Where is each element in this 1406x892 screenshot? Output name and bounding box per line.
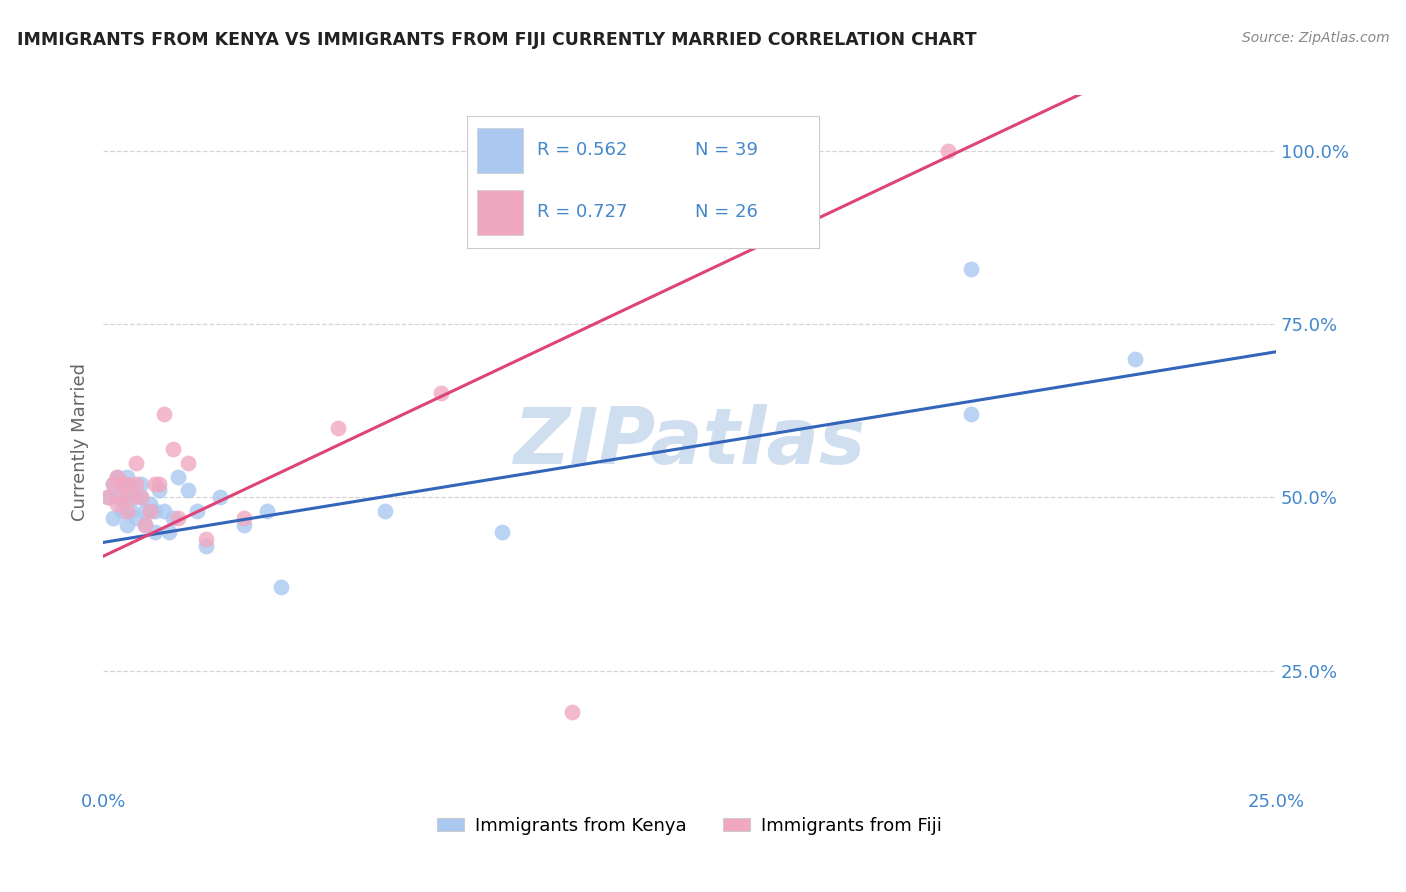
Point xyxy=(143,524,166,539)
Point xyxy=(960,261,983,276)
Point xyxy=(936,144,959,158)
Point xyxy=(101,476,124,491)
Point xyxy=(97,491,120,505)
Point xyxy=(176,483,198,498)
Point xyxy=(157,524,180,539)
Point xyxy=(176,456,198,470)
Point xyxy=(162,442,184,456)
Point xyxy=(120,491,142,505)
Point xyxy=(134,518,156,533)
Point xyxy=(139,504,162,518)
Point xyxy=(120,504,142,518)
Point xyxy=(430,386,453,401)
Point xyxy=(195,532,218,546)
Point xyxy=(129,491,152,505)
Point xyxy=(105,497,128,511)
Point xyxy=(120,483,142,498)
Point xyxy=(111,491,134,505)
Point xyxy=(105,491,128,505)
Point xyxy=(115,469,138,483)
Point xyxy=(153,407,176,421)
Point xyxy=(111,504,134,518)
Point xyxy=(209,491,232,505)
Point xyxy=(561,706,583,720)
Point xyxy=(491,524,513,539)
Point xyxy=(115,518,138,533)
Point xyxy=(101,511,124,525)
Point xyxy=(1123,351,1146,366)
Point xyxy=(125,456,148,470)
Point xyxy=(129,476,152,491)
Point xyxy=(139,497,162,511)
Text: Source: ZipAtlas.com: Source: ZipAtlas.com xyxy=(1241,31,1389,45)
Point xyxy=(143,476,166,491)
Point xyxy=(115,491,138,505)
Point xyxy=(374,504,396,518)
Point xyxy=(232,511,254,525)
Point xyxy=(111,476,134,491)
Point xyxy=(167,511,190,525)
Point xyxy=(232,518,254,533)
Point xyxy=(256,504,278,518)
Point xyxy=(134,504,156,518)
Point xyxy=(97,491,120,505)
Point xyxy=(143,504,166,518)
Text: IMMIGRANTS FROM KENYA VS IMMIGRANTS FROM FIJI CURRENTLY MARRIED CORRELATION CHAR: IMMIGRANTS FROM KENYA VS IMMIGRANTS FROM… xyxy=(17,31,977,49)
Point xyxy=(195,539,218,553)
Point xyxy=(148,476,170,491)
Point xyxy=(115,476,138,491)
Point xyxy=(153,504,176,518)
Point xyxy=(134,518,156,533)
Point xyxy=(148,483,170,498)
Point xyxy=(115,504,138,518)
Point xyxy=(105,469,128,483)
Point xyxy=(167,469,190,483)
Legend: Immigrants from Kenya, Immigrants from Fiji: Immigrants from Kenya, Immigrants from F… xyxy=(430,809,949,842)
Point xyxy=(129,491,152,505)
Y-axis label: Currently Married: Currently Married xyxy=(72,363,89,521)
Point xyxy=(125,491,148,505)
Point xyxy=(139,504,162,518)
Point xyxy=(270,581,292,595)
Point xyxy=(186,504,208,518)
Point xyxy=(111,476,134,491)
Point xyxy=(101,476,124,491)
Point xyxy=(125,511,148,525)
Point xyxy=(125,476,148,491)
Point xyxy=(162,511,184,525)
Point xyxy=(960,407,983,421)
Point xyxy=(326,421,349,435)
Point xyxy=(105,469,128,483)
Text: ZIPatlas: ZIPatlas xyxy=(513,404,866,480)
